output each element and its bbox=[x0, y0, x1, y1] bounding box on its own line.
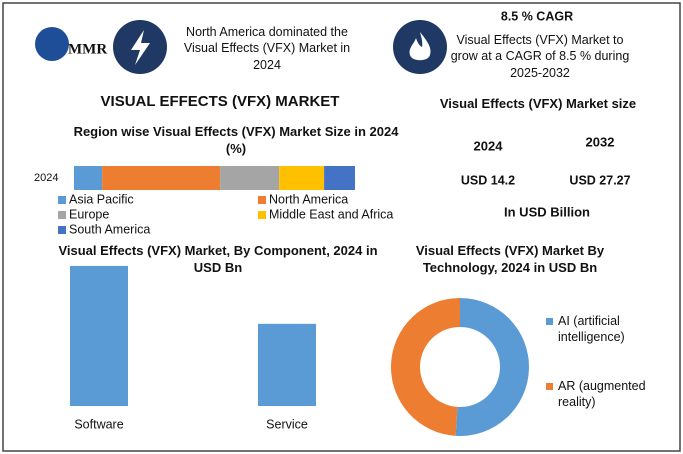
chart-title: Visual Effects (VFX) Market By Technolog… bbox=[415, 243, 605, 275]
bar-segment bbox=[220, 166, 280, 190]
legend-label: North America bbox=[269, 192, 348, 206]
bar bbox=[70, 265, 128, 406]
main-title: VISUAL EFFECTS (VFX) MARKET bbox=[101, 93, 340, 110]
bar-segment bbox=[74, 166, 103, 190]
x-tick-label: Software bbox=[74, 417, 123, 431]
x-tick-label: Service bbox=[266, 417, 308, 431]
size-value: USD 14.2 bbox=[461, 173, 515, 187]
legend-swatch bbox=[58, 211, 66, 219]
logo-text: MMR bbox=[68, 41, 107, 57]
size-value: USD 27.27 bbox=[569, 173, 630, 187]
legend-swatch bbox=[58, 196, 66, 204]
legend-swatch bbox=[258, 196, 266, 204]
y-tick-label: 2024 bbox=[34, 172, 58, 184]
chart-title: Region wise Visual Effects (VFX) Market … bbox=[73, 124, 399, 156]
cagr-text: Visual Effects (VFX) Market to grow at a… bbox=[450, 33, 630, 80]
chart-title: Visual Effects (VFX) Market, By Componen… bbox=[58, 243, 378, 275]
bar-segment bbox=[324, 166, 355, 190]
bar bbox=[258, 323, 316, 406]
bar-segment bbox=[279, 166, 325, 190]
size-title: Visual Effects (VFX) Market size bbox=[439, 96, 637, 111]
donut-slice bbox=[455, 298, 529, 436]
legend-label: AI (artificial intelligence) bbox=[558, 314, 625, 345]
legend-swatch bbox=[546, 383, 553, 390]
highlight-text: North America dominated the Visual Effec… bbox=[183, 25, 351, 72]
year-label: 2024 bbox=[474, 138, 504, 153]
legend-swatch bbox=[58, 226, 66, 234]
legend-label: AR (augmented reality) bbox=[558, 379, 646, 410]
logo-globe bbox=[35, 27, 69, 61]
legend-swatch bbox=[546, 318, 553, 325]
legend-swatch bbox=[258, 211, 266, 219]
cagr-title: 8.5 % CAGR bbox=[501, 9, 573, 23]
legend-label: Middle East and Africa bbox=[269, 207, 393, 221]
flame-icon bbox=[409, 32, 431, 61]
legend-label: Europe bbox=[69, 207, 109, 221]
donut-slice bbox=[390, 298, 460, 436]
legend-label: South America bbox=[69, 222, 150, 236]
bolt-icon bbox=[131, 30, 150, 65]
unit-label: In USD Billion bbox=[504, 204, 590, 219]
year-label: 2032 bbox=[586, 134, 615, 149]
bar-segment bbox=[102, 166, 221, 190]
legend-label: Asia Pacific bbox=[69, 192, 134, 206]
